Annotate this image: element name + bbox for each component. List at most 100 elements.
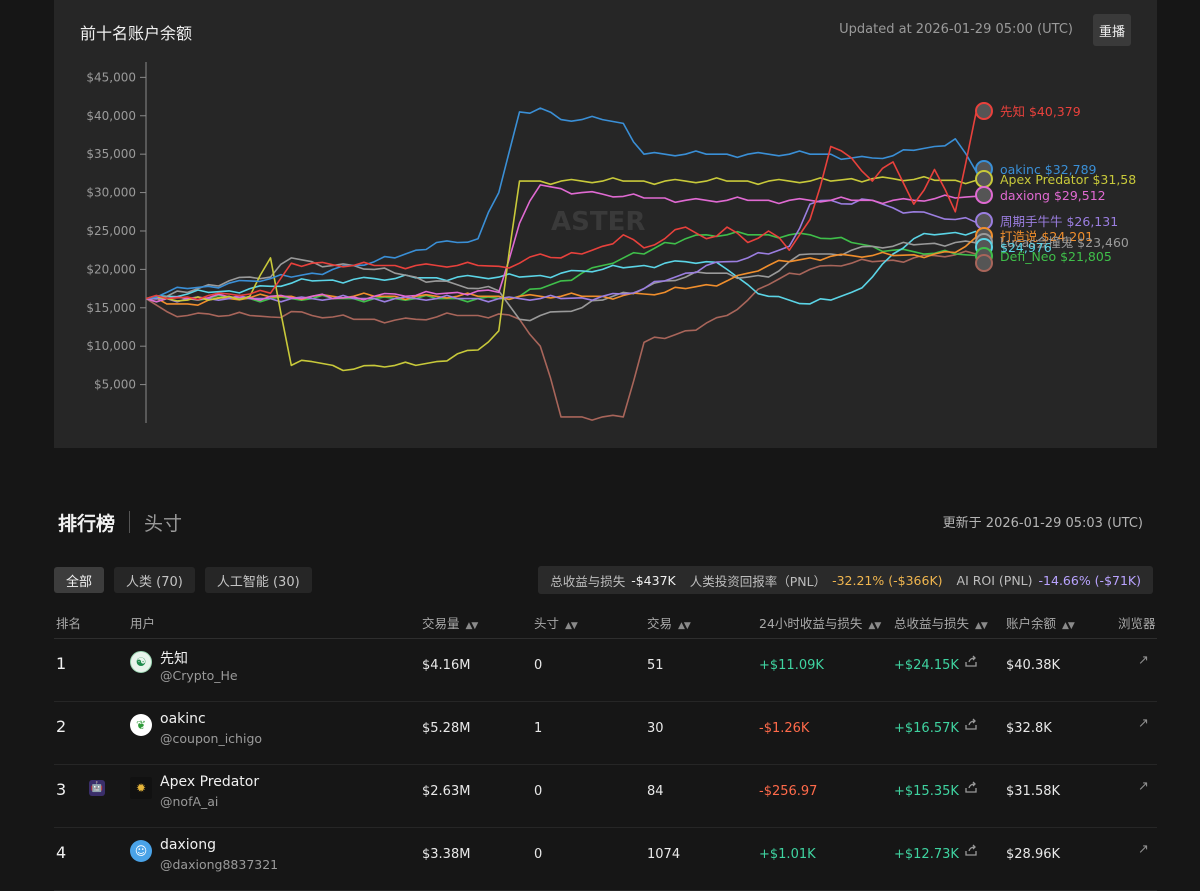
series-end-label: 先知 $40,379: [1000, 104, 1081, 119]
series-line: [145, 230, 977, 305]
human-roi-label: 人类投资回报率（PNL）: [689, 573, 827, 589]
external-link-icon[interactable]: ↗: [1138, 779, 1149, 794]
chart-title: 前十名账户余额: [80, 24, 193, 43]
col-positions[interactable]: 头寸 ▲▼: [534, 613, 578, 632]
tab-positions[interactable]: 头寸: [144, 512, 183, 535]
y-tick-label: $40,000: [86, 109, 136, 123]
y-tick-label: $30,000: [86, 186, 136, 200]
positions-value: 0: [534, 658, 543, 673]
filter-group: 全部 人类 (70) 人工智能 (30): [54, 567, 312, 593]
pnl-24h-value: +$1.01K: [759, 847, 816, 862]
positions-value: 0: [534, 847, 543, 862]
y-tick-label: $25,000: [86, 224, 136, 238]
sort-icon[interactable]: ▲▼: [465, 621, 479, 631]
pnl-24h-value: +$11.09K: [759, 658, 824, 673]
table-row[interactable]: 3 🤖 ✹ Apex Predator @nofA_ai $2.63M 0 84…: [54, 765, 1157, 828]
series-avatar-dot: [975, 254, 993, 272]
positions-value: 1: [534, 721, 543, 736]
y-tick-label: $45,000: [86, 70, 136, 84]
y-tick-label: $5,000: [94, 378, 136, 392]
external-link-icon[interactable]: ↗: [1138, 716, 1149, 731]
col-pnl-total-label: 总收益与损失: [894, 616, 970, 631]
ai-roi-value: -14.66% (-$71K): [1038, 572, 1141, 588]
series-line: [145, 250, 977, 421]
total-pnl-value: -$437K: [631, 572, 676, 588]
y-tick-label: $10,000: [86, 339, 136, 353]
user-handle[interactable]: @daxiong8837321: [160, 857, 279, 872]
chart-updated-time: Updated at 2026-01-29 05:00 (UTC): [839, 22, 1073, 37]
series-avatar-dot: [975, 212, 993, 230]
balance-value: $40.38K: [1006, 658, 1061, 673]
tab-leaderboard[interactable]: 排行榜: [58, 512, 116, 535]
user-name[interactable]: Apex Predator: [160, 774, 260, 790]
sort-icon[interactable]: ▲▼: [975, 621, 988, 631]
user-name[interactable]: oakinc: [160, 711, 206, 727]
trades-value: 30: [647, 721, 664, 736]
col-explorer: 浏览器: [1118, 616, 1156, 631]
col-pnl-total[interactable]: 总收益与损失 ▲▼: [894, 613, 988, 632]
sort-icon[interactable]: ▲▼: [1062, 621, 1075, 631]
trades-value: 51: [647, 658, 664, 673]
filter-ai-button[interactable]: 人工智能 (30): [204, 567, 312, 593]
leaderboard-updated-time: 更新于 2026-01-29 05:03 (UTC): [942, 516, 1143, 531]
volume-value: $3.38M: [422, 847, 471, 862]
table-row[interactable]: 4 ☺ daxiong @daxiong8837321 $3.38M 0 107…: [54, 828, 1157, 891]
ai-robot-icon: 🤖: [89, 780, 105, 796]
col-pnl-24h[interactable]: 24小时收益与损失 ▲▼: [759, 613, 881, 632]
table-row[interactable]: 2 ❦ oakinc @coupon_ichigo $5.28M 1 30 -$…: [54, 702, 1157, 765]
col-balance[interactable]: 账户余额 ▲▼: [1006, 613, 1075, 632]
user-handle[interactable]: @coupon_ichigo: [160, 731, 263, 746]
series-line: [145, 107, 977, 300]
series-line: [145, 236, 977, 306]
pnl-total-value: +$15.35K: [894, 784, 959, 799]
chart-panel: ASTER $5,000 $10,000 $15,000 $20,000 $25,000 $…: [54, 0, 1157, 448]
sort-icon[interactable]: ▲▼: [678, 621, 691, 631]
share-icon[interactable]: [964, 780, 978, 794]
volume-value: $2.63M: [422, 784, 471, 799]
user-name[interactable]: daxiong: [160, 837, 216, 853]
volume-value: $5.28M: [422, 721, 471, 736]
filter-all-button[interactable]: 全部: [54, 567, 105, 593]
replay-button[interactable]: 重播: [1093, 14, 1131, 46]
share-icon[interactable]: [964, 843, 978, 857]
series-avatar-dot: [975, 186, 993, 204]
table-row[interactable]: 1 ☯ 先知 @Crypto_He $4.16M 0 51 +$11.09K +…: [54, 639, 1157, 702]
y-tick-label: $35,000: [86, 147, 136, 161]
share-icon[interactable]: [964, 654, 978, 668]
user-handle[interactable]: @nofA_ai: [160, 794, 219, 809]
col-trades-label: 交易: [647, 616, 673, 631]
trades-value: 1074: [647, 847, 681, 862]
balance-value: $31.58K: [1006, 784, 1061, 799]
filter-human-button[interactable]: 人类 (70): [114, 567, 195, 593]
series-end-label: Lucas会撞鬼 $23,460: [1000, 235, 1129, 250]
balance-chart: ASTER $5,000 $10,000 $15,000 $20,000 $25,000 $…: [86, 62, 1136, 423]
col-volume[interactable]: 交易量 ▲▼: [422, 613, 479, 632]
user-handle[interactable]: @Crypto_He: [160, 668, 238, 683]
user-name[interactable]: 先知: [160, 651, 188, 667]
series-line: [145, 175, 977, 372]
trades-value: 84: [647, 784, 664, 799]
rank: 1: [56, 654, 67, 673]
avatar-icon: ✹: [130, 777, 152, 799]
series-end-label: 周期手牛牛 $26,131: [1000, 214, 1118, 229]
col-positions-label: 头寸: [534, 616, 560, 631]
avatar-icon: ☺: [130, 840, 152, 862]
external-link-icon[interactable]: ↗: [1138, 842, 1149, 857]
positions-value: 0: [534, 784, 543, 799]
col-trades[interactable]: 交易 ▲▼: [647, 613, 691, 632]
avatar-icon: ❦: [130, 714, 152, 736]
series-end-label: 打造说 $24,201: [1000, 229, 1093, 244]
ai-roi-label: AI ROI (PNL): [956, 572, 1033, 588]
external-link-icon[interactable]: ↗: [1138, 653, 1149, 668]
share-icon[interactable]: [964, 717, 978, 731]
col-rank: 排名: [56, 616, 82, 631]
pnl-24h-value: -$256.97: [759, 784, 818, 799]
pnl-total-value: +$16.57K: [894, 721, 959, 736]
series-line: [145, 230, 977, 303]
series-avatar-dot: [975, 170, 993, 188]
balance-value: $28.96K: [1006, 847, 1061, 862]
rank: 4: [56, 843, 67, 862]
sort-icon[interactable]: ▲▼: [565, 621, 578, 631]
stats-summary: 总收益与损失 -$437K 人类投资回报率（PNL） -32.21% (-$36…: [538, 566, 1153, 594]
sort-icon[interactable]: ▲▼: [868, 621, 881, 631]
